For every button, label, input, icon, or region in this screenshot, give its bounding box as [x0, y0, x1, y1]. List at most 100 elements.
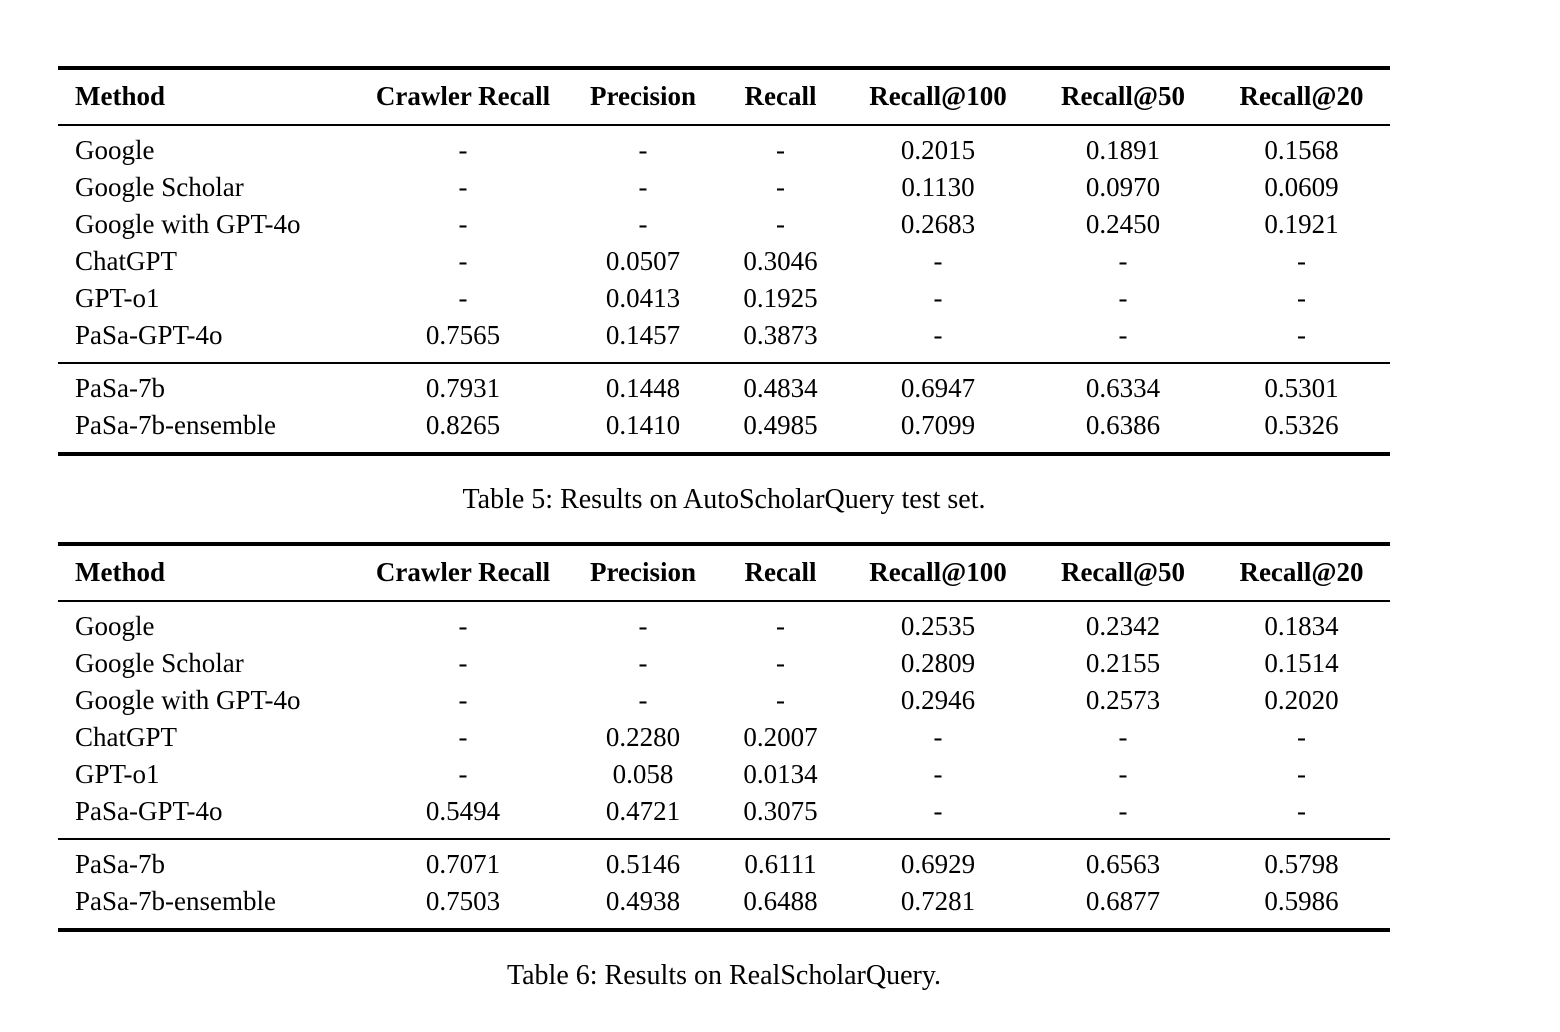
method-cell: PaSa-GPT-4o: [75, 796, 223, 826]
row-group: PaSa-7b 0.7071 0.5146 0.6111 0.6929 0.6563 0.5…: [58, 839, 1390, 930]
value-cell: -: [458, 722, 468, 752]
value-cell: 0.7565: [425, 320, 501, 350]
value-cell: -: [458, 759, 468, 789]
column-header-recall-100: Recall@100: [869, 557, 1007, 587]
method-cell: PaSa-7b: [75, 849, 165, 879]
value-cell: 0.2450: [1085, 209, 1161, 239]
value-cell: -: [776, 172, 785, 202]
table-row-chatgpt: ChatGPT - 0.2280 0.2007 - - -: [58, 719, 1390, 756]
column-header-recall-20: Recall@20: [1239, 557, 1364, 587]
column-header-recall-20: Recall@20: [1239, 81, 1364, 111]
method-cell: PaSa-7b-ensemble: [75, 410, 276, 440]
paper-tables-region: Method Crawler Recall Precision Recall Recal…: [58, 66, 1390, 1018]
value-cell: 0.1568: [1264, 135, 1339, 165]
value-cell: 0.2020: [1264, 685, 1339, 715]
value-cell: -: [776, 685, 785, 715]
value-cell: -: [1118, 796, 1128, 826]
value-cell: 0.2015: [900, 135, 976, 165]
value-cell: -: [458, 685, 468, 715]
value-cell: 0.7099: [900, 410, 976, 440]
value-cell: 0.1448: [605, 373, 681, 403]
table-row-google-scholar: Google Scholar - - - 0.1130 0.0970 0.0609: [58, 169, 1390, 206]
value-cell: 0.5986: [1264, 886, 1339, 916]
value-cell: 0.4834: [743, 373, 818, 403]
value-cell: 0.1921: [1264, 209, 1339, 239]
value-cell: -: [1297, 759, 1306, 789]
value-cell: 0.6563: [1085, 849, 1161, 879]
value-cell: 0.2683: [900, 209, 976, 239]
column-header-method: Method: [75, 81, 165, 111]
value-cell: -: [933, 283, 943, 313]
value-cell: -: [458, 135, 468, 165]
method-cell: ChatGPT: [75, 246, 178, 276]
row-group: Google - - - 0.2535 0.2342 0.1834 Google Schola…: [58, 601, 1390, 839]
value-cell: -: [776, 648, 785, 678]
value-cell: 0.4985: [743, 410, 818, 440]
value-cell: -: [458, 611, 468, 641]
value-cell: -: [638, 685, 648, 715]
method-cell: GPT-o1: [75, 283, 160, 313]
table-row-pasa-7b: PaSa-7b 0.7071 0.5146 0.6111 0.6929 0.6563 0.5…: [58, 839, 1390, 883]
value-cell: 0.058: [612, 759, 674, 789]
value-cell: -: [933, 320, 943, 350]
column-header-precision: Precision: [590, 81, 696, 111]
value-cell: 0.7503: [425, 886, 501, 916]
method-cell: ChatGPT: [75, 722, 178, 752]
value-cell: 0.2573: [1085, 685, 1161, 715]
value-cell: 0.6488: [743, 886, 818, 916]
table-row-pasa-gpt-4o: PaSa-GPT-4o 0.7565 0.1457 0.3873 - - -: [58, 317, 1390, 363]
value-cell: 0.1834: [1264, 611, 1339, 641]
value-cell: 0.1130: [901, 172, 975, 202]
value-cell: 0.5301: [1264, 373, 1339, 403]
table-row-google-with-gpt-4o: Google with GPT-4o - - - 0.2946 0.2573 0.2020: [58, 682, 1390, 719]
row-group: Google - - - 0.2015 0.1891 0.1568 Google Schola…: [58, 125, 1390, 363]
table-row-chatgpt: ChatGPT - 0.0507 0.3046 - - -: [58, 243, 1390, 280]
value-cell: 0.2809: [900, 648, 976, 678]
method-cell: Google with GPT-4o: [75, 209, 301, 239]
value-cell: -: [638, 135, 648, 165]
value-cell: -: [933, 796, 943, 826]
column-header-recall-100: Recall@100: [869, 81, 1007, 111]
table-row-google-scholar: Google Scholar - - - 0.2809 0.2155 0.1514: [58, 645, 1390, 682]
column-header-crawler-recall: Crawler Recall: [375, 81, 551, 111]
value-cell: 0.0134: [743, 759, 818, 789]
value-cell: 0.2946: [900, 685, 976, 715]
value-cell: -: [776, 135, 785, 165]
value-cell: -: [1118, 283, 1128, 313]
value-cell: 0.0413: [605, 283, 681, 313]
value-cell: 0.2535: [900, 611, 976, 641]
method-cell: Google Scholar: [75, 648, 244, 678]
value-cell: -: [776, 611, 785, 641]
value-cell: -: [638, 172, 648, 202]
method-cell: PaSa-GPT-4o: [75, 320, 223, 350]
column-header-recall: Recall: [744, 81, 817, 111]
value-cell: -: [458, 246, 468, 276]
value-cell: 0.0507: [605, 246, 681, 276]
method-cell: Google Scholar: [75, 172, 244, 202]
table-header-row: Method Crawler Recall Precision Recall Recal…: [58, 544, 1390, 601]
value-cell: 0.0609: [1264, 172, 1339, 202]
value-cell: -: [458, 648, 468, 678]
results-table-autoscholarquery: Method Crawler Recall Precision Recall Recal…: [58, 66, 1390, 456]
value-cell: 0.2280: [605, 722, 681, 752]
table-row-gpt-o1: GPT-o1 - 0.0413 0.1925 - - -: [58, 280, 1390, 317]
value-cell: -: [1297, 246, 1306, 276]
method-cell: Google: [75, 135, 155, 165]
value-cell: -: [933, 246, 943, 276]
value-cell: 0.6386: [1085, 410, 1161, 440]
value-cell: -: [1297, 320, 1306, 350]
value-cell: -: [1297, 283, 1306, 313]
table-row-google: Google - - - 0.2535 0.2342 0.1834: [58, 601, 1390, 645]
value-cell: 0.4938: [605, 886, 681, 916]
value-cell: -: [1118, 246, 1128, 276]
value-cell: 0.1891: [1085, 135, 1161, 165]
table-row-google: Google - - - 0.2015 0.1891 0.1568: [58, 125, 1390, 169]
value-cell: -: [638, 648, 648, 678]
value-cell: 0.2155: [1085, 648, 1161, 678]
table-row-pasa-gpt-4o: PaSa-GPT-4o 0.5494 0.4721 0.3075 - - -: [58, 793, 1390, 839]
value-cell: -: [776, 209, 785, 239]
value-cell: -: [933, 722, 943, 752]
column-header-precision: Precision: [590, 557, 696, 587]
value-cell: 0.5494: [425, 796, 501, 826]
